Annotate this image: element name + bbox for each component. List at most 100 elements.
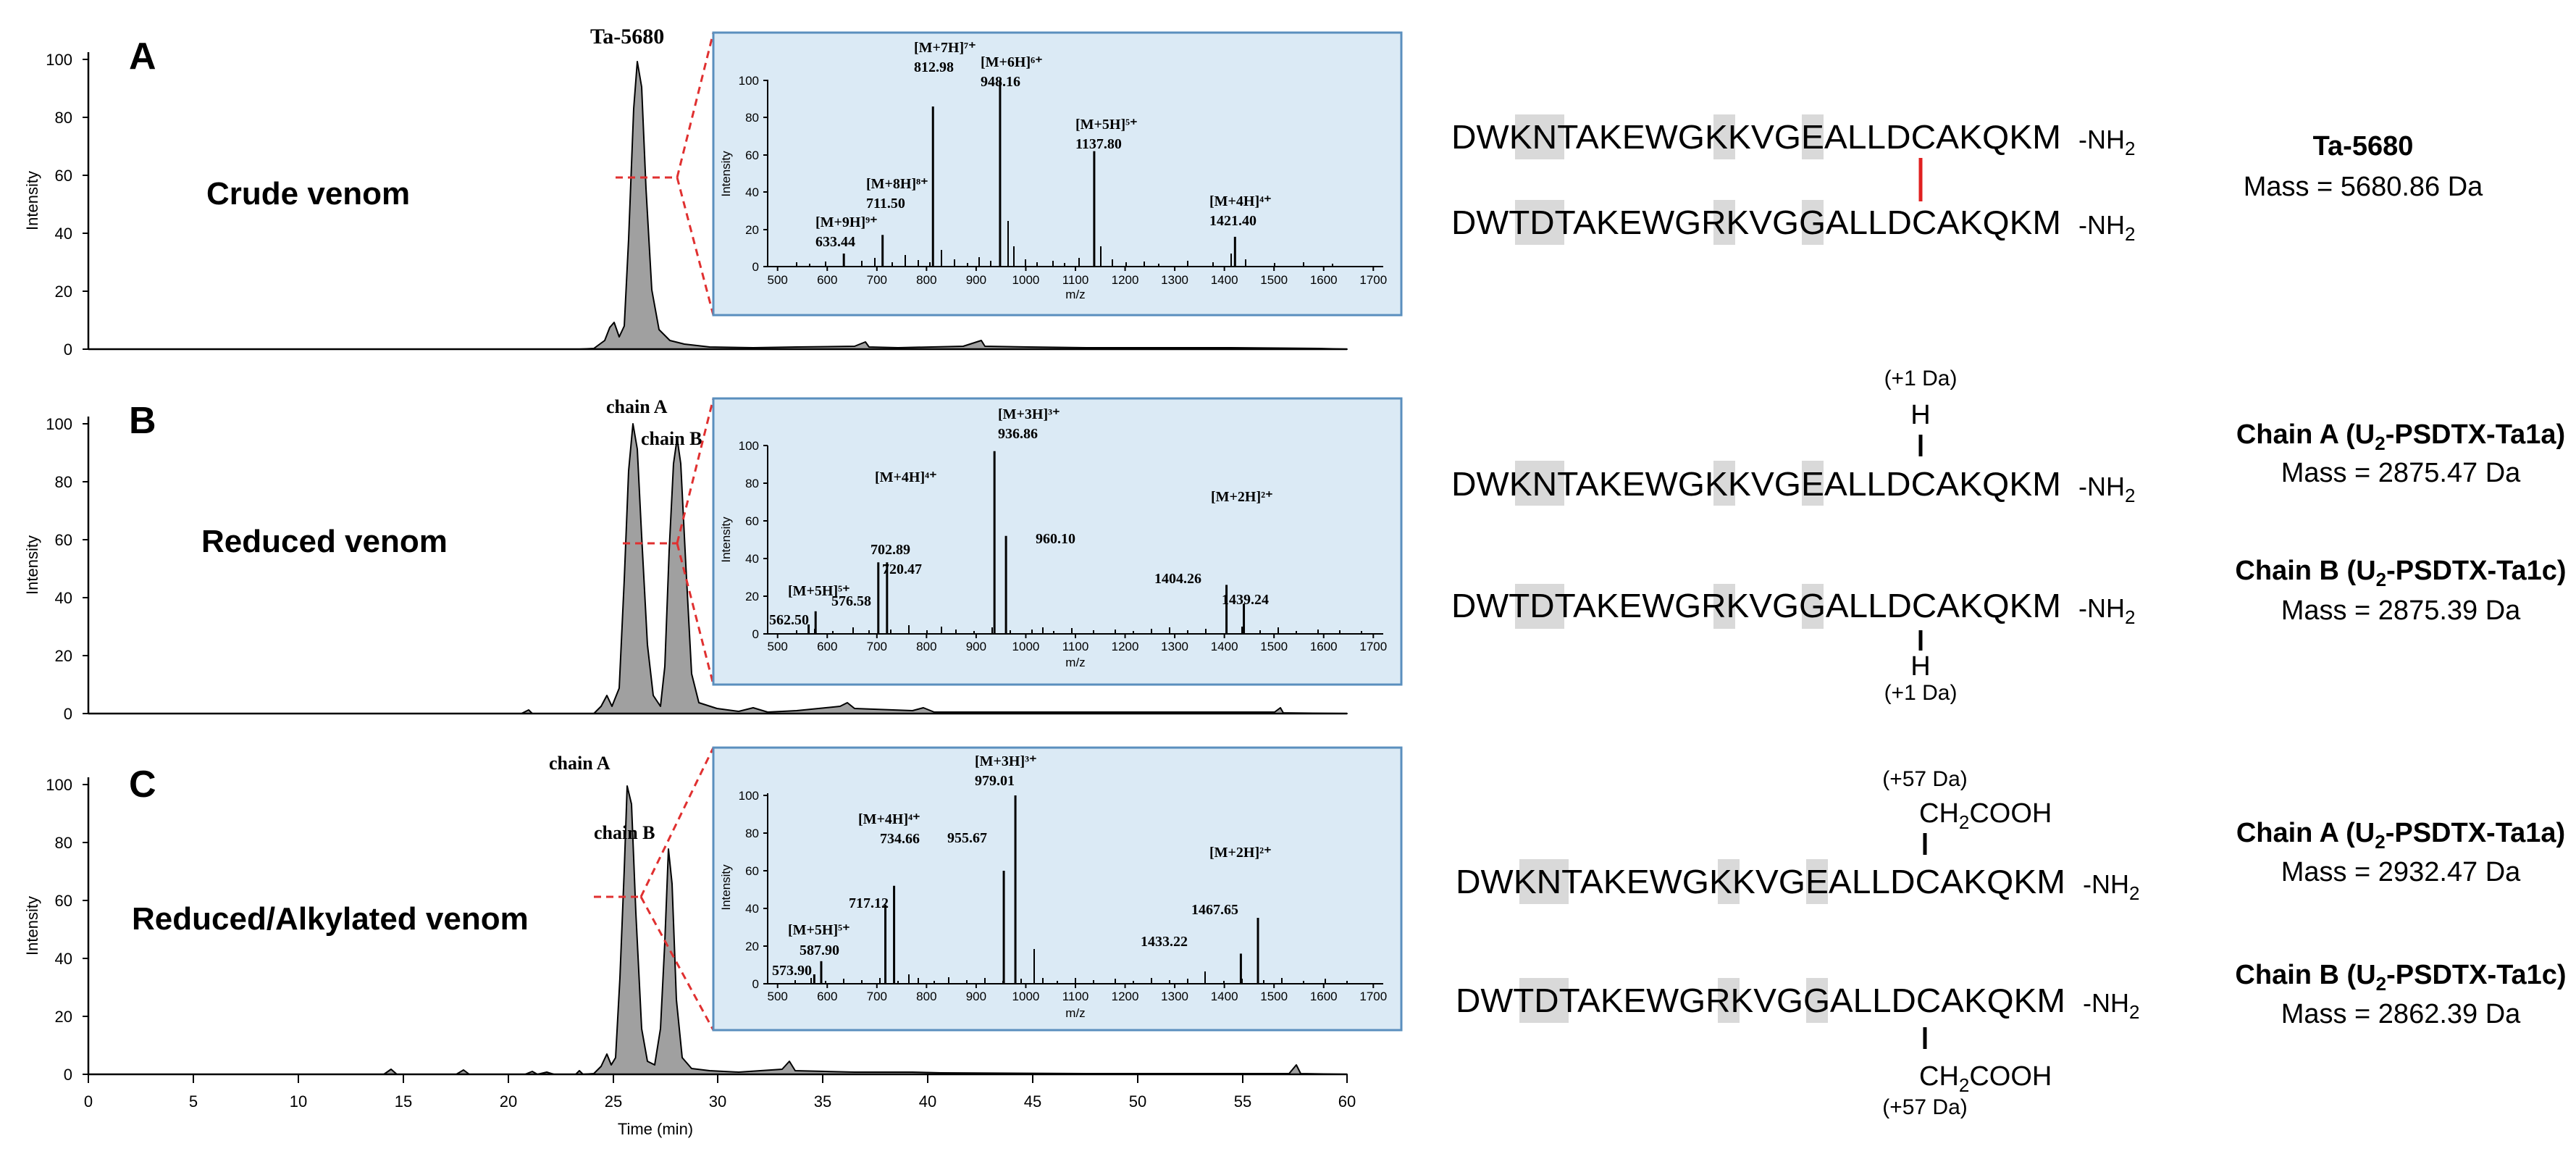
x-tick-label: 25 [605, 1092, 622, 1111]
y-tick-label: 0 [752, 977, 759, 991]
spectrum-y-ticks: 0 20 40 60 80 100 [739, 439, 768, 641]
panel-b: 0 20 40 60 80 100 Intensity B Reduced ve… [23, 367, 2567, 723]
c-terminal-amide: -NH2 [2078, 472, 2135, 506]
x-tick-label: 15 [395, 1092, 412, 1111]
peak-mz-label: 960.10 [1036, 531, 1075, 547]
x-tick-label: 45 [1024, 1092, 1041, 1111]
y-tick-label: 60 [745, 514, 759, 528]
sequence-chain-2: DWTDTAKEWG RKVGGALLDCAKQKM [1451, 204, 2061, 241]
chromatogram-a: 0 20 40 60 80 100 Intensity A Crude veno… [23, 25, 1348, 359]
x-tick-label: 1700 [1359, 990, 1387, 1003]
residue-highlight [1718, 978, 1740, 1023]
spectrum-y-ticks: 0 20 40 60 80 100 [739, 74, 768, 274]
modification-group: H [1910, 400, 1930, 430]
peak-mz-label: 576.58 [831, 593, 871, 609]
sequence-panel-c: (+57 Da) CH2COOH DWKNTAKEWG KKVGEALLDCAKQ… [1456, 767, 2567, 1119]
x-tick-label: 700 [867, 990, 887, 1003]
spectrum-noise [794, 949, 1348, 984]
y-tick-label: 40 [745, 185, 759, 199]
peak-label: chain A [606, 396, 668, 417]
residue-highlight [1713, 114, 1735, 159]
y-axis-ticks: 0 20 40 60 80 100 [46, 776, 88, 1084]
spectrum-inset [712, 746, 1403, 1032]
x-tick-label: 800 [916, 640, 936, 653]
x-tick-label: 800 [916, 990, 936, 1003]
y-tick-label: 20 [55, 1008, 72, 1026]
x-tick-label: 1500 [1260, 990, 1288, 1003]
condition-label: Reduced venom [201, 524, 448, 559]
spectrum-x-label: m/z [1065, 1006, 1085, 1020]
result-mass: Mass = 2932.47 Da [2281, 857, 2521, 887]
y-tick-label: 80 [55, 109, 72, 127]
y-tick-label: 0 [752, 260, 759, 274]
y-tick-label: 80 [745, 827, 759, 840]
x-tick-label: 1000 [1012, 640, 1040, 653]
spectrum-inset [712, 31, 1403, 317]
residue-highlight [1713, 461, 1735, 506]
x-tick-label: 1700 [1359, 640, 1387, 653]
peak-ion-label: [M+4H]⁴⁺ [875, 469, 937, 485]
peak-ion-label: [M+8H]⁸⁺ [866, 176, 928, 192]
modification-delta: (+57 Da) [1882, 767, 1968, 791]
peak-ion-label: [M+4H]⁴⁺ [858, 811, 920, 827]
peak-mz-label: 1433.22 [1141, 934, 1188, 950]
panel-letter: B [129, 400, 156, 442]
peak-ion-label: [M+5H]⁵⁺ [788, 922, 850, 938]
x-tick-label: 1600 [1310, 640, 1338, 653]
residue-highlight [1515, 461, 1564, 506]
y-tick-label: 100 [46, 415, 72, 433]
result-name: Chain B (U2-PSDTX-Ta1c) [2235, 960, 2566, 995]
x-tick-label: 1400 [1211, 273, 1238, 287]
peak-mz-label: 1404.26 [1154, 571, 1201, 587]
spectrum-x-label: m/z [1065, 288, 1085, 301]
modification-group: CH2COOH [1919, 798, 2052, 833]
peak-ion-label: [M+9H]⁹⁺ [815, 214, 878, 230]
modification-group: CH2COOH [1919, 1061, 2052, 1096]
peak-mz-label: 711.50 [866, 196, 905, 212]
y-tick-label: 0 [64, 705, 72, 723]
mass-spectrum-a: 0 20 40 60 80 100 Intensity m/z [M+9H]⁹⁺… [712, 31, 1403, 317]
x-tick-label: 1700 [1359, 273, 1387, 287]
spectrum-y-ticks: 0 20 40 60 80 100 [739, 789, 768, 991]
y-tick-label: 40 [55, 950, 72, 968]
peak-mz-label: 633.44 [815, 234, 855, 250]
x-tick-label: 30 [709, 1092, 726, 1111]
y-axis-label: Intensity [23, 171, 41, 230]
peak-label: chain B [594, 822, 655, 843]
x-tick-label: 600 [817, 273, 837, 287]
modification-group: H [1910, 651, 1930, 682]
c-terminal-amide: -NH2 [2078, 210, 2135, 245]
panel-c: 0 20 40 60 80 100 0 [23, 746, 2567, 1138]
x-tick-label: 1200 [1112, 990, 1139, 1003]
condition-label: Crude venom [206, 176, 410, 212]
condition-label: Reduced/Alkylated venom [132, 901, 529, 937]
y-tick-label: 100 [739, 74, 759, 88]
y-tick-label: 80 [745, 111, 759, 125]
x-tick-label: 40 [919, 1092, 936, 1111]
peak-mz-label: 936.86 [998, 426, 1038, 442]
peak-ion-label: [M+3H]³⁺ [975, 753, 1037, 769]
residue-highlight [1713, 200, 1735, 245]
y-axis-ticks: 0 20 40 60 80 100 [46, 51, 88, 359]
x-tick-label: 1000 [1012, 990, 1040, 1003]
x-tick-label: 10 [290, 1092, 307, 1111]
y-tick-label: 60 [55, 531, 72, 549]
sequence-chain-1: DWKNTAKEWG KKVGEALLDCAKQKM [1451, 118, 2061, 156]
y-tick-label: 80 [745, 477, 759, 490]
y-axis-label: Intensity [23, 896, 41, 956]
sequence-chain-b: DWTDTAKEWG RKVGGALLDCAKQKM [1451, 587, 2061, 624]
result-mass: Mass = 2875.47 Da [2281, 458, 2521, 488]
y-tick-label: 60 [745, 149, 759, 162]
x-tick-label: 600 [817, 990, 837, 1003]
result-mass: Mass = 2862.39 Da [2281, 999, 2521, 1029]
residue-highlight [1519, 859, 1569, 904]
x-tick-label: 1100 [1062, 990, 1089, 1003]
peak-mz-label: 720.47 [882, 561, 922, 577]
x-tick-label: 1500 [1260, 640, 1288, 653]
y-tick-label: 20 [745, 590, 759, 603]
chromatogram-trace [88, 423, 1348, 714]
sequence-panel-b: (+1 Da) H DWKNTAKEWG KKVGEALLDCAKQKM -NH2… [1451, 367, 2567, 705]
residue-highlight [1519, 978, 1569, 1023]
peak-mz-label: 1137.80 [1075, 136, 1122, 152]
y-tick-label: 100 [739, 439, 759, 453]
